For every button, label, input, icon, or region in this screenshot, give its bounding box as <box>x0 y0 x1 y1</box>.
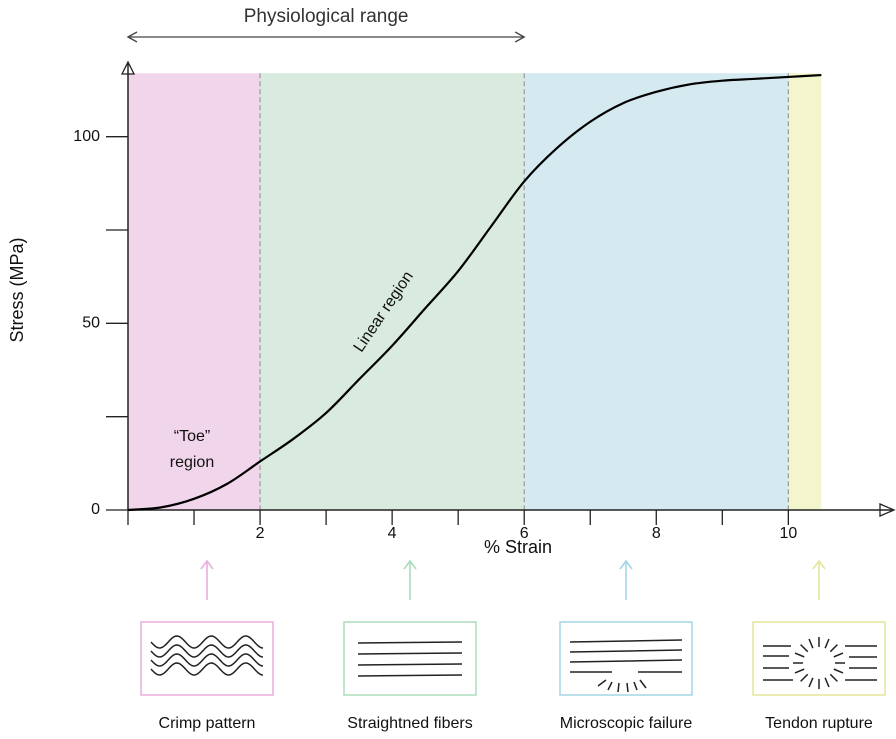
y-tick-label: 100 <box>73 128 100 145</box>
x-tick-label: 2 <box>256 525 265 542</box>
fiber <box>358 675 462 676</box>
toe-annotation: “Toe” <box>174 428 210 445</box>
chart: 246810050100% StrainStress (MPa)Physiolo… <box>0 0 896 739</box>
fiber <box>618 683 619 692</box>
stage-box <box>560 622 692 695</box>
y-tick-label: 50 <box>82 315 100 332</box>
x-axis-label: % Strain <box>484 537 552 557</box>
region <box>788 73 821 510</box>
stage-label: Microscopic failure <box>560 715 693 732</box>
stage: Microscopic failure <box>560 561 693 732</box>
stage-label: Crimp pattern <box>159 715 256 732</box>
x-tick-label: 10 <box>779 525 797 542</box>
stage-box <box>344 622 476 695</box>
y-axis-label: Stress (MPa) <box>7 237 27 342</box>
x-tick-label: 8 <box>652 525 661 542</box>
stage: Tendon rupture <box>753 561 885 732</box>
stage: Straightned fibers <box>344 561 476 732</box>
region <box>524 73 788 510</box>
toe-annotation: region <box>170 454 214 471</box>
x-tick-label: 4 <box>388 525 397 542</box>
fiber <box>358 653 462 654</box>
fiber <box>358 664 462 665</box>
stage-label: Tendon rupture <box>765 715 873 732</box>
fiber <box>627 683 628 692</box>
stage: Crimp pattern <box>141 561 273 732</box>
stage-label: Straightned fibers <box>347 715 472 732</box>
y-tick-label: 0 <box>91 501 100 518</box>
range-label: Physiological range <box>244 6 409 27</box>
fiber <box>358 642 462 643</box>
